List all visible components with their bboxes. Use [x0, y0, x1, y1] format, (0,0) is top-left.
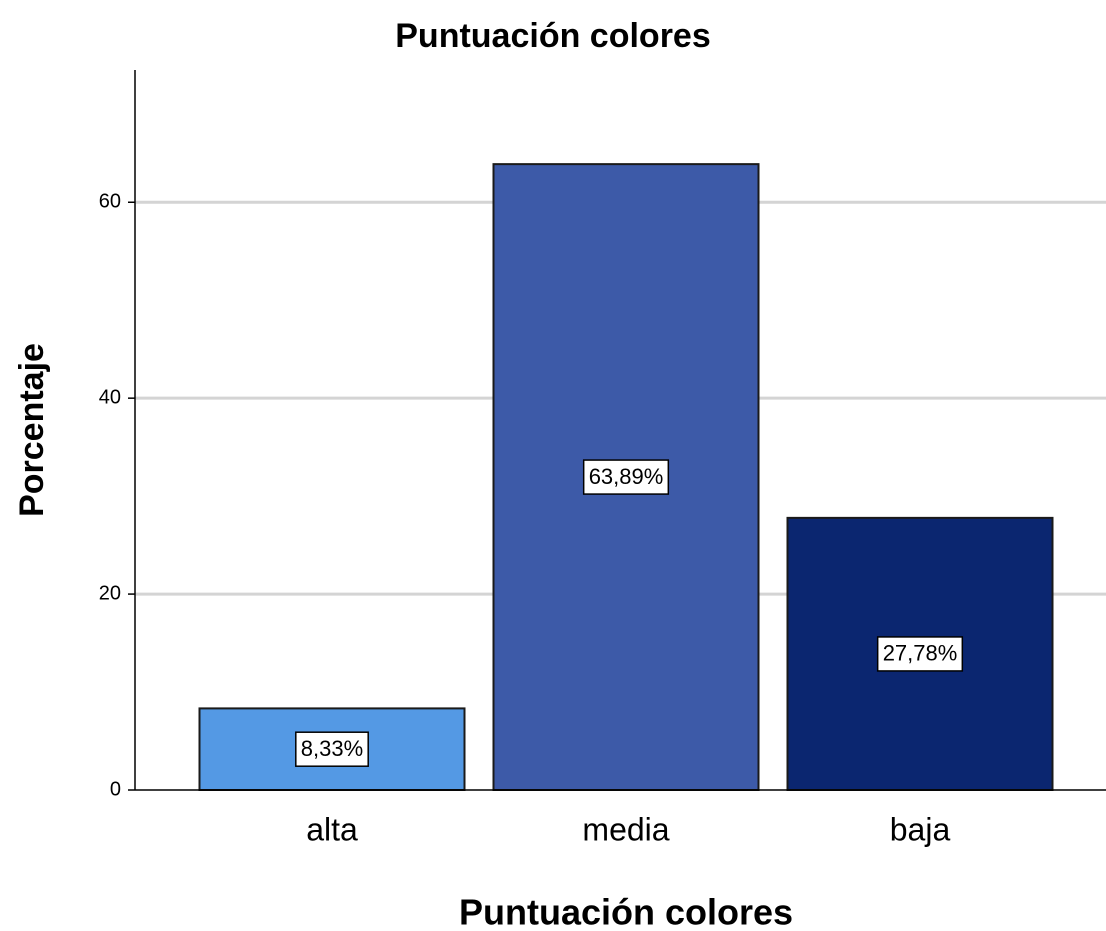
x-tick-label: baja [890, 811, 951, 847]
y-tick-label: 20 [99, 582, 121, 604]
y-tick-label: 40 [99, 386, 121, 408]
chart-title: Puntuación colores [395, 17, 711, 55]
y-tick-label: 60 [99, 191, 121, 213]
value-label-box [295, 731, 369, 767]
value-label: 27,78% [883, 641, 958, 666]
x-tick-label: alta [306, 811, 358, 847]
value-label: 63,89% [589, 464, 664, 489]
value-label: 8,33% [301, 736, 363, 761]
value-label-box [876, 636, 964, 672]
value-label-box [582, 459, 670, 495]
x-axis-label: Puntuación colores [459, 892, 793, 931]
x-tick-label: media [582, 811, 669, 847]
y-axis-label: Porcentaje [13, 343, 51, 517]
y-tick-label: 0 [110, 778, 121, 800]
